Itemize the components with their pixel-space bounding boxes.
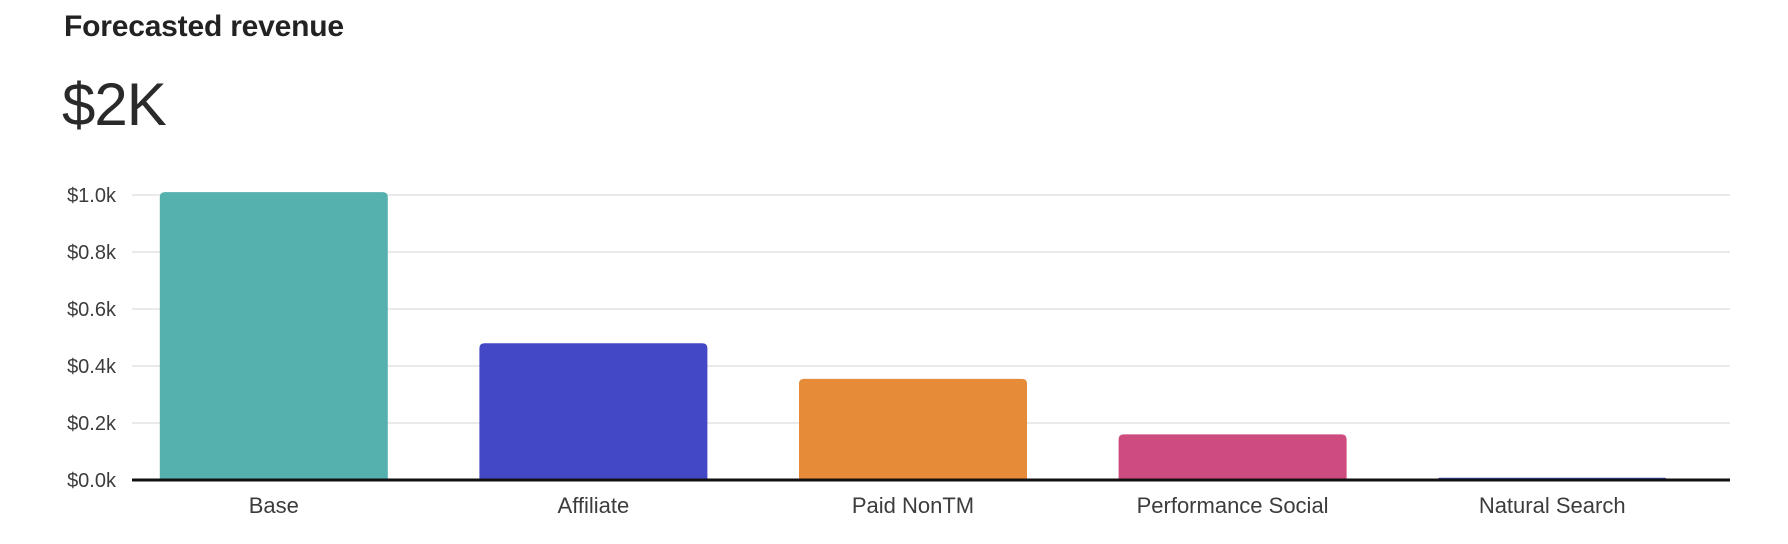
bar-performance-social bbox=[1118, 434, 1347, 480]
x-category-label: Performance Social bbox=[1137, 493, 1329, 518]
y-tick-label: $0.4k bbox=[67, 356, 117, 378]
y-tick-label: $0.0k bbox=[67, 470, 117, 492]
bar-affiliate bbox=[479, 343, 708, 480]
y-tick-label: $0.8k bbox=[67, 242, 117, 264]
y-tick-label: $1.0k bbox=[67, 185, 117, 207]
total-value: $2K bbox=[62, 71, 167, 138]
x-category-label: Paid NonTM bbox=[852, 493, 974, 518]
bar-paid-nontm bbox=[799, 378, 1027, 480]
x-category-label: Base bbox=[249, 493, 299, 518]
x-category-label: Affiliate bbox=[558, 493, 630, 518]
x-category-label: Natural Search bbox=[1479, 493, 1626, 518]
bar-base bbox=[159, 192, 388, 480]
y-tick-label: $0.6k bbox=[67, 299, 117, 321]
card-title: Forecasted revenue bbox=[64, 10, 344, 43]
y-tick-label: $0.2k bbox=[67, 413, 117, 435]
